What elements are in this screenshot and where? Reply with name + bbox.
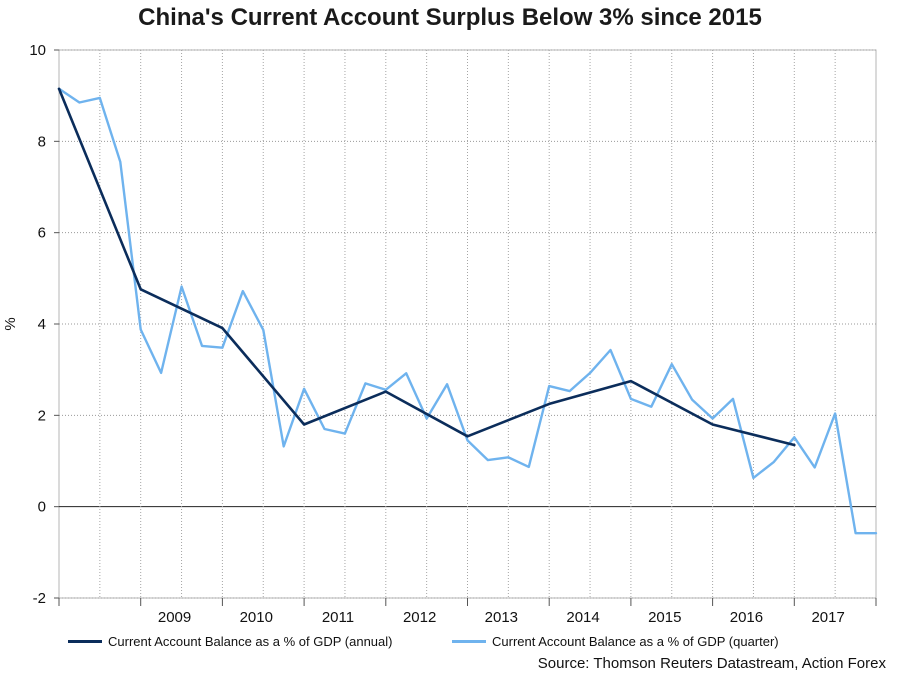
- legend-label-annual: Current Account Balance as a % of GDP (a…: [108, 634, 393, 649]
- series-layer: [57, 87, 878, 535]
- legend-label-quarter: Current Account Balance as a % of GDP (q…: [492, 634, 779, 649]
- chart-title: China's Current Account Surplus Below 3%…: [138, 4, 762, 31]
- legend-swatch-annual: [68, 640, 102, 643]
- legend-swatch-quarter: [452, 640, 486, 643]
- x-tick-label: 2013: [485, 609, 518, 626]
- source-note: Source: Thomson Reuters Datastream, Acti…: [537, 655, 886, 672]
- y-tick-label: 2: [38, 407, 46, 424]
- x-tick-label: 2014: [566, 609, 599, 626]
- y-tick-label: -2: [33, 590, 46, 607]
- x-tick-label: 2016: [730, 609, 763, 626]
- x-tick-label: 2015: [648, 609, 681, 626]
- y-tick-label: 4: [38, 316, 46, 333]
- x-tick-label: 2011: [322, 609, 354, 626]
- y-tick-label: 0: [38, 499, 46, 516]
- grid-layer: [58, 49, 877, 599]
- y-tick-label: 6: [38, 225, 46, 242]
- legend-item-annual: Current Account Balance as a % of GDP (a…: [68, 634, 392, 649]
- y-tick-label: 10: [29, 42, 46, 59]
- y-tick-label: 8: [38, 133, 46, 150]
- x-tick-label: 2012: [403, 609, 436, 626]
- legend-item-quarter: Current Account Balance as a % of GDP (q…: [452, 634, 779, 649]
- axis-layer: -2 0 2 4 6 8 10 2009 2010 2011 2012 2013 2014 2015 201…: [29, 42, 877, 626]
- x-tick-label: 2009: [158, 609, 191, 626]
- series-line-quarter: [57, 87, 878, 535]
- x-tick-label: 2010: [240, 609, 273, 626]
- y-axis-label: %: [2, 317, 19, 330]
- series-line-annual: [57, 87, 796, 447]
- x-tick-label: 2017: [811, 609, 844, 626]
